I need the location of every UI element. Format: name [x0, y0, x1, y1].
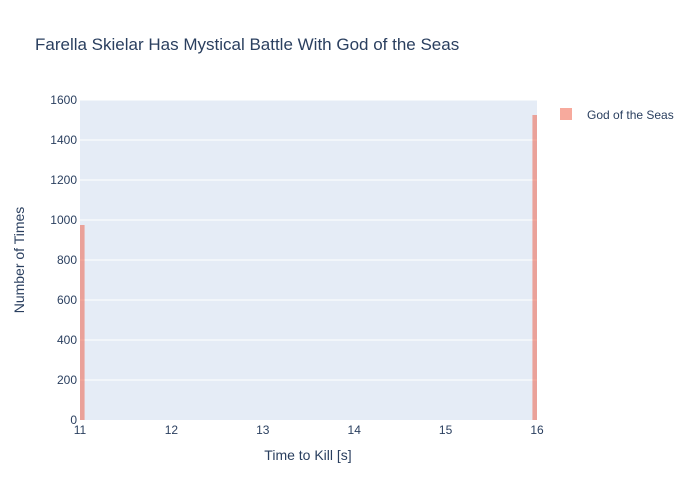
legend-swatch: [560, 108, 572, 120]
x-axis-title: Time to Kill [s]: [264, 447, 351, 463]
y-tick-label: 1000: [50, 213, 77, 227]
gridlines: [80, 99, 537, 381]
y-axis-title: Number of Times: [11, 207, 27, 314]
x-tick-label: 14: [348, 423, 362, 437]
y-tick-label: 1400: [50, 133, 77, 147]
x-tick-label: 16: [530, 423, 544, 437]
y-tick-label: 600: [57, 293, 77, 307]
x-tick-label: 11: [74, 423, 87, 437]
y-tick-label: 400: [57, 333, 77, 347]
y-tick-label: 0: [70, 413, 77, 427]
legend-label: God of the Seas: [587, 108, 674, 122]
y-tick-label: 1600: [50, 93, 77, 107]
y-tick-labels: 0 200 400 600 800 1000 1200 1400 1600: [50, 93, 77, 427]
histogram-bar[interactable]: [532, 115, 537, 420]
x-tick-labels: 11 12 13 14 15 16: [74, 423, 544, 437]
y-tick-label: 800: [57, 253, 77, 267]
y-tick-label: 200: [57, 373, 77, 387]
x-tick-label: 12: [165, 423, 179, 437]
bars: [80, 115, 537, 420]
histogram-bar[interactable]: [80, 225, 85, 420]
x-tick-label: 13: [256, 423, 270, 437]
y-tick-label: 1200: [50, 173, 77, 187]
legend[interactable]: God of the Seas: [560, 108, 674, 122]
x-tick-label: 15: [439, 423, 453, 437]
chart-title: Farella Skielar Has Mystical Battle With…: [35, 35, 459, 54]
